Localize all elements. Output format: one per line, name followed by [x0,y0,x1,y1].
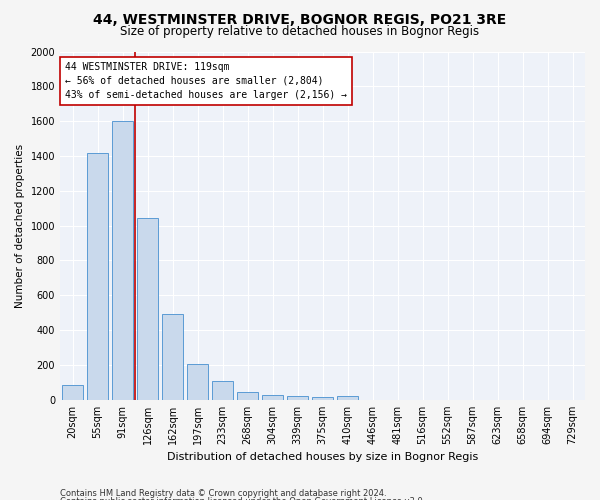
Bar [87,152,108,400]
Text: 44, WESTMINSTER DRIVE, BOGNOR REGIS, PO21 3RE: 44, WESTMINSTER DRIVE, BOGNOR REGIS, PO2… [94,12,506,26]
Bar [112,121,133,400]
Bar [237,392,258,400]
Bar [212,381,233,400]
X-axis label: Distribution of detached houses by size in Bognor Regis: Distribution of detached houses by size … [167,452,478,462]
Bar [312,396,333,400]
Bar [62,385,83,400]
Bar [337,396,358,400]
Y-axis label: Number of detached properties: Number of detached properties [15,144,25,308]
Text: Contains public sector information licensed under the Open Government Licence v3: Contains public sector information licen… [60,497,425,500]
Bar [262,395,283,400]
Text: Contains HM Land Registry data © Crown copyright and database right 2024.: Contains HM Land Registry data © Crown c… [60,488,386,498]
Bar [187,364,208,400]
Bar [162,314,183,400]
Bar [287,396,308,400]
Text: 44 WESTMINSTER DRIVE: 119sqm
← 56% of detached houses are smaller (2,804)
43% of: 44 WESTMINSTER DRIVE: 119sqm ← 56% of de… [65,62,347,100]
Text: Size of property relative to detached houses in Bognor Regis: Size of property relative to detached ho… [121,25,479,38]
Bar [137,218,158,400]
